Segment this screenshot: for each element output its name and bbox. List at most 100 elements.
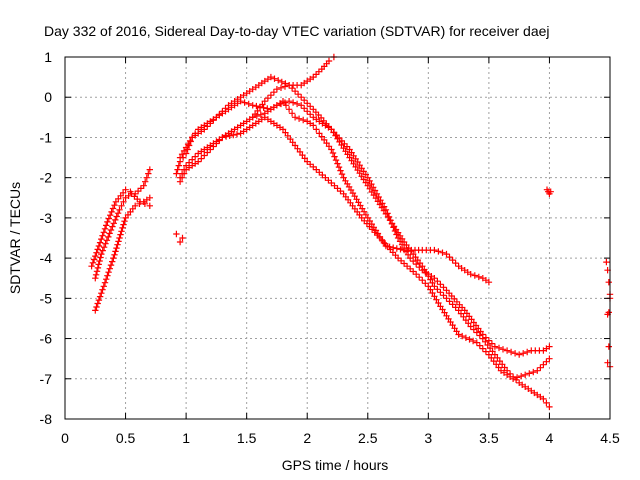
data-point [104, 218, 111, 226]
data-point [146, 202, 153, 209]
data-point [98, 235, 105, 243]
y-axis-label: SDTVAR / TECUs [7, 182, 23, 294]
data-point [178, 151, 186, 158]
data-point [226, 132, 233, 139]
data-point [219, 108, 226, 115]
data-point [434, 286, 441, 293]
data-point [520, 350, 527, 357]
data-point [397, 246, 404, 253]
data-point [416, 274, 423, 281]
data-point [524, 348, 531, 356]
data-point [109, 205, 117, 212]
data-point [427, 286, 434, 293]
data-point [113, 244, 120, 252]
data-point [540, 395, 547, 403]
data-point [298, 102, 305, 109]
data-point [180, 147, 188, 155]
series-arc-11 [603, 258, 614, 370]
data-point [391, 227, 399, 235]
x-tick-label: 1.5 [237, 430, 257, 446]
data-point [425, 283, 432, 290]
data-point [261, 98, 268, 105]
data-point [281, 99, 289, 106]
data-point [337, 167, 344, 174]
data-point [437, 281, 444, 288]
data-point [495, 344, 503, 352]
y-tick-label: -5 [40, 290, 53, 306]
data-point [99, 247, 106, 254]
data-point [95, 296, 103, 304]
data-point [491, 343, 499, 350]
data-point [522, 371, 529, 378]
data-point [393, 231, 400, 238]
data-point [281, 83, 289, 90]
data-point [118, 202, 125, 209]
data-point [431, 283, 438, 290]
x-tick-label: 4.5 [600, 430, 620, 446]
data-point [93, 303, 100, 311]
series-arc-6 [176, 114, 553, 382]
plot-frame [64, 56, 611, 420]
data-point [491, 351, 499, 358]
data-point [176, 178, 184, 185]
x-tick-labels: 0 0.5 1 1.5 2 2.5 3 3.5 4 4.5 [61, 430, 620, 446]
data-point [462, 334, 470, 341]
data-point [459, 332, 466, 340]
data-point [107, 226, 115, 234]
data-point [99, 232, 106, 239]
data-point [112, 248, 119, 255]
data-point [307, 111, 314, 118]
data-point [222, 133, 230, 140]
data-point [273, 102, 281, 109]
data-point [310, 122, 317, 129]
data-point [114, 210, 122, 217]
data-point [467, 323, 474, 330]
data-point [304, 108, 311, 115]
series-arc-4 [173, 98, 493, 286]
data-point [142, 178, 149, 185]
data-point [101, 279, 109, 286]
data-point [95, 261, 102, 268]
data-point [96, 239, 104, 246]
data-point [384, 210, 391, 217]
data-point [530, 368, 537, 376]
data-point [207, 120, 214, 127]
data-point [117, 231, 124, 238]
data-point [121, 218, 128, 225]
data-point [546, 403, 553, 411]
series-arc-1 [88, 166, 153, 270]
data-point [460, 313, 467, 320]
data-point [301, 105, 308, 112]
data-point [299, 151, 306, 159]
data-point [112, 216, 119, 224]
data-point [107, 212, 114, 219]
y-tick-labels: 1 0 -1 -2 -3 -4 -5 -6 -7 -8 [40, 49, 53, 427]
data-point [105, 215, 112, 222]
y-tick-label: -6 [40, 331, 53, 347]
data-point [393, 245, 400, 252]
data-point [449, 301, 456, 308]
data-point [469, 337, 477, 345]
data-point [146, 194, 153, 201]
data-point [267, 73, 275, 81]
series-arc-8 [249, 53, 338, 121]
data-point [335, 163, 343, 171]
data-point [94, 264, 102, 272]
data-point [249, 102, 256, 109]
data-point [102, 240, 109, 247]
data-point [499, 346, 507, 353]
data-point [103, 237, 111, 244]
data-point [109, 258, 116, 265]
data-point [482, 348, 490, 355]
data-point [534, 367, 541, 374]
data-point [222, 105, 229, 112]
data-point [210, 143, 217, 150]
data-point [210, 117, 217, 124]
data-point [479, 331, 486, 338]
data-point [404, 251, 412, 258]
data-point [270, 89, 278, 96]
data-point [455, 331, 462, 338]
data-point [427, 276, 434, 283]
data-point [257, 111, 264, 118]
data-point [429, 289, 436, 297]
